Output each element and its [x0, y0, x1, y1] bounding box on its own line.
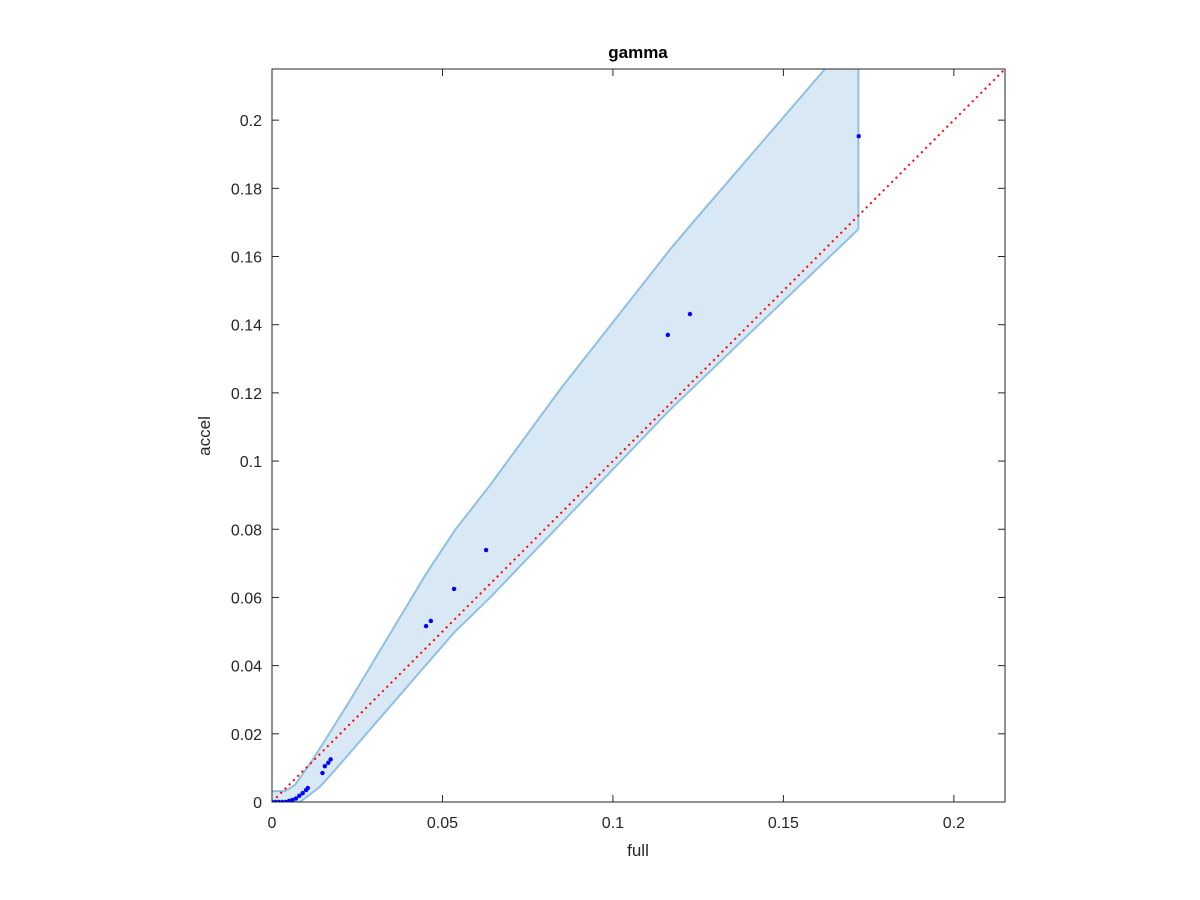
data-point	[665, 332, 671, 338]
data-point	[423, 623, 429, 629]
data-point	[286, 798, 292, 802]
data-point	[687, 311, 693, 317]
x-tick-label: 0.05	[427, 815, 458, 832]
data-point	[293, 796, 299, 801]
x-tick-label: 0	[268, 815, 277, 832]
data-point	[276, 799, 282, 802]
data-point	[328, 757, 333, 762]
y-tick-label: 0.06	[231, 590, 262, 607]
data-point	[297, 793, 302, 799]
data-point	[322, 764, 328, 769]
axes-box	[271, 68, 1006, 803]
data-point	[290, 797, 295, 802]
data-point	[428, 618, 434, 624]
data-point	[273, 799, 278, 802]
data-point	[300, 790, 305, 796]
data-point	[326, 760, 331, 765]
y-tick-label: 0.12	[231, 386, 262, 403]
plot-area	[272, 69, 1005, 802]
y-tick-label: 0.08	[231, 522, 262, 539]
y-axis-label: accel	[195, 416, 214, 456]
x-tick-label: 0.1	[602, 815, 624, 832]
band-lower-edge	[272, 228, 860, 802]
y-tick-label: 0.16	[231, 250, 262, 267]
y-tick-label: 0.2	[240, 113, 262, 130]
data-point	[856, 133, 861, 139]
data-point	[283, 799, 288, 802]
x-tick-label: 0.2	[943, 815, 965, 832]
y-tick-label: 0	[253, 795, 262, 812]
y-tick-label: 0.1	[240, 454, 262, 471]
y-tick-label: 0.18	[231, 181, 262, 198]
confidence-band	[272, 69, 859, 802]
data-point	[280, 799, 285, 802]
y-tick-label: 0.02	[231, 727, 262, 744]
band-upper-edge	[272, 69, 827, 793]
chart-title: gamma	[608, 43, 668, 62]
y-tick-label: 0.14	[231, 318, 262, 335]
data-point	[451, 586, 457, 592]
data-point	[320, 770, 325, 776]
data-point	[483, 547, 489, 553]
y-tick-label: 0.04	[231, 659, 262, 676]
x-tick-label: 0.15	[768, 815, 799, 832]
x-axis-label: full	[627, 841, 649, 860]
data-point	[305, 785, 310, 791]
